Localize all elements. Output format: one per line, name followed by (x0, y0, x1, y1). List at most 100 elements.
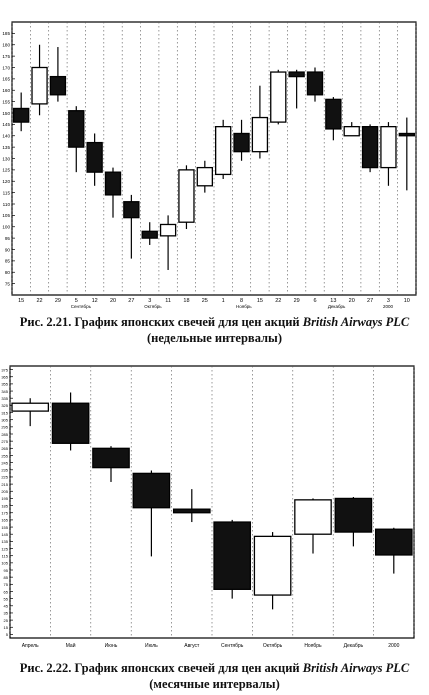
y-tick-label: 355 (1, 382, 8, 387)
y-tick-label: 115 (2, 553, 9, 558)
candle-body-rising (11, 402, 50, 412)
y-tick-label: 105 (1, 561, 8, 566)
y-tick-label: 160 (2, 88, 10, 93)
candle-body-falling (104, 171, 122, 196)
y-tick-label: 45 (4, 604, 9, 609)
x-tick-label: Сентябрь (221, 643, 244, 649)
y-tick-label: 205 (1, 489, 8, 494)
weekly-candlestick-figure: 75 80 85 90 95 100 105 110 115 120 125 130 135 140 145… (0, 0, 429, 317)
candle-body-rising (159, 223, 177, 237)
monthly-candlestick-figure: 5 15 25 35 45 55 65 75 85 95 105 115 125 135 145 155 165… (0, 350, 429, 660)
y-tick-label: 120 (2, 179, 10, 184)
candle-body-falling (172, 508, 211, 514)
y-tick-label: 75 (5, 281, 11, 286)
x-month-label: Декабрь (328, 304, 346, 309)
y-tick-label: 15 (4, 625, 9, 630)
y-tick-label: 155 (2, 99, 10, 104)
y-tick-label: 80 (5, 270, 11, 275)
y-tick-label: 265 (1, 446, 8, 451)
y-tick-label: 285 (1, 432, 8, 437)
x-tick-label: 6 (313, 298, 316, 304)
candle-body-falling (51, 402, 90, 444)
y-tick-label: 325 (1, 403, 8, 408)
y-tick-label: 255 (1, 453, 8, 458)
y-tick-label: 185 (1, 503, 8, 508)
candle-body-falling (49, 75, 67, 96)
candle-body-rising (196, 166, 213, 187)
x-tick-label: 20 (349, 298, 355, 304)
y-tick-label: 145 (1, 532, 8, 537)
y-tick-label: 365 (1, 375, 8, 380)
x-month-label: Октябрь (144, 304, 162, 309)
y-tick-label: 135 (1, 539, 8, 544)
candle-body-rising (270, 71, 287, 123)
y-tick-label: 105 (2, 213, 10, 218)
y-tick-label: 145 (2, 122, 10, 127)
y-tick-label: 165 (1, 518, 8, 523)
y-tick-label: 180 (2, 43, 10, 48)
x-tick-label: Апрель (22, 643, 39, 649)
y-tick-label: 125 (1, 546, 8, 551)
x-tick-label: 3 (387, 298, 390, 304)
y-tick-label: 90 (5, 247, 11, 252)
candle-body-falling (141, 230, 158, 239)
x-tick-label: 27 (367, 298, 373, 304)
candle-body-rising (251, 116, 269, 153)
x-tick-label: Ноябрь (304, 643, 322, 649)
x-tick-label: Август (184, 643, 200, 649)
y-tick-label: 140 (2, 134, 10, 139)
x-month-label: Сентябрь (71, 304, 92, 309)
x-tick-label: Октябрь (263, 643, 283, 649)
y-tick-label: 175 (2, 54, 10, 59)
candle-body-falling (288, 71, 305, 78)
x-month-label: Ноябрь (236, 304, 252, 309)
x-tick-label: 13 (330, 298, 336, 304)
x-tick-label: Июнь (105, 643, 118, 649)
x-tick-label: 22 (275, 298, 281, 304)
candle-body-rising (380, 126, 397, 169)
y-tick-label: 275 (1, 439, 8, 444)
y-tick-label: 345 (1, 389, 8, 394)
candle-body-falling (233, 132, 250, 153)
caption-company: British Airways PLC (302, 661, 410, 675)
y-tick-label: 130 (2, 156, 10, 161)
candle-body-falling (306, 71, 324, 96)
x-tick-label: Июль (145, 643, 158, 649)
y-tick-label: 135 (2, 145, 10, 150)
x-tick-label: 22 (36, 298, 42, 304)
candle-body-falling (86, 141, 103, 173)
y-tick-label: 125 (2, 168, 10, 173)
caption-prefix: Рис. 2.21. График японских свечей для це… (19, 315, 303, 329)
x-tick-label: 2000 (388, 643, 399, 649)
candle-body-falling (361, 126, 379, 169)
x-tick-label: 15 (257, 298, 263, 304)
x-month-label: 2000 (383, 304, 394, 309)
x-tick-label: 25 (202, 298, 208, 304)
y-tick-label: 170 (2, 65, 10, 70)
x-tick-label: 1 (222, 298, 225, 304)
y-tick-label: 65 (4, 589, 9, 594)
y-tick-label: 225 (1, 475, 8, 480)
x-tick-label: 10 (404, 298, 410, 304)
y-tick-label: 35 (4, 611, 9, 616)
candle-body-falling (92, 447, 130, 469)
monthly-candlestick-chart: 5 15 25 35 45 55 65 75 85 95 105 115 125 135 145 155 165… (1, 365, 415, 649)
y-tick-label: 150 (2, 111, 10, 116)
x-tick-label: 11 (165, 298, 171, 304)
x-tick-label: Декабрь (344, 643, 364, 649)
x-tick-label: 8 (240, 298, 243, 304)
x-tick-label: 5 (75, 298, 78, 304)
candle-body-rising (343, 126, 360, 137)
y-tick-label: 25 (4, 618, 9, 623)
y-tick-label: 85 (5, 259, 11, 264)
candle-body-rising (31, 66, 48, 105)
y-tick-label: 185 (2, 31, 10, 36)
y-tick-label: 165 (2, 77, 10, 82)
candle-body-falling (13, 107, 30, 123)
candle-body-falling (123, 201, 140, 219)
y-tick-label: 110 (3, 202, 11, 207)
y-tick-label: 245 (1, 460, 8, 465)
y-tick-label: 295 (1, 425, 8, 430)
weekly-candlestick-chart: 7580859095100105110115120125130135140145… (2, 21, 417, 309)
y-tick-label: 215 (1, 482, 8, 487)
